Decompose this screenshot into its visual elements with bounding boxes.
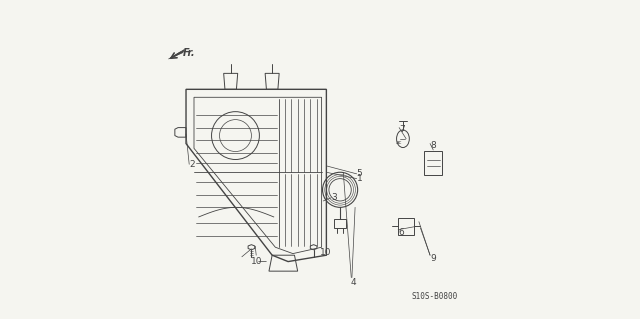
Text: 3: 3 (331, 193, 337, 202)
Text: 2: 2 (189, 160, 195, 169)
Text: 8: 8 (430, 141, 436, 150)
Text: 5: 5 (356, 169, 362, 178)
Text: 1: 1 (356, 174, 362, 183)
Text: 10: 10 (252, 257, 263, 266)
Text: ac: ac (396, 139, 403, 145)
Text: 9: 9 (430, 254, 436, 263)
Polygon shape (168, 49, 184, 59)
Text: 4: 4 (351, 278, 356, 287)
Text: 7: 7 (399, 125, 405, 134)
Text: Fr.: Fr. (183, 48, 195, 58)
Text: 6: 6 (398, 228, 404, 237)
Text: 10: 10 (320, 248, 332, 256)
Text: S10S-B0800: S10S-B0800 (412, 292, 458, 301)
Text: —: — (258, 257, 267, 266)
